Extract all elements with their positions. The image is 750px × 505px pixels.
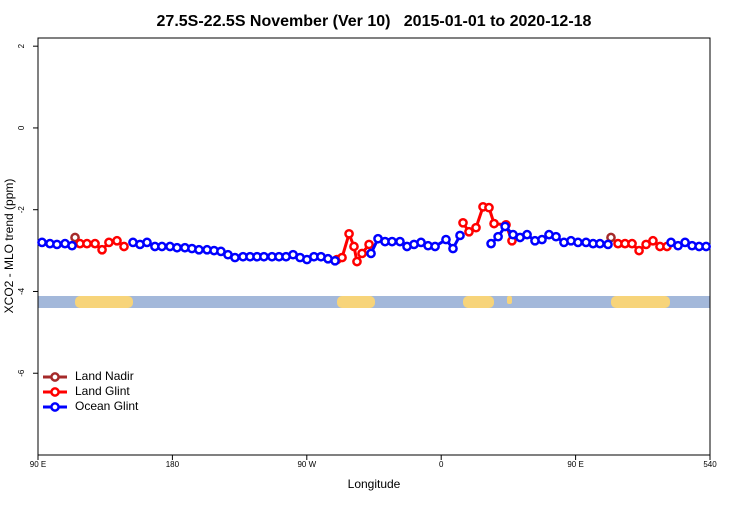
data-point bbox=[641, 239, 651, 250]
data-point bbox=[493, 231, 503, 242]
data-point bbox=[484, 202, 494, 213]
data-point bbox=[112, 235, 122, 246]
legend-label: Land Nadir bbox=[75, 369, 134, 383]
data-point bbox=[627, 238, 637, 249]
data-point bbox=[648, 235, 658, 246]
data-point bbox=[104, 237, 114, 248]
y-tick-label: 2 bbox=[17, 43, 26, 48]
data-point bbox=[387, 236, 397, 247]
legend-marker bbox=[50, 372, 60, 382]
x-tick-label: 90 E bbox=[567, 460, 583, 469]
surface-strip bbox=[38, 296, 710, 308]
data-point bbox=[344, 228, 354, 239]
data-point bbox=[471, 222, 481, 233]
x-tick-label: 90 W bbox=[297, 460, 316, 469]
data-point bbox=[330, 255, 340, 266]
x-axis-label: Longitude bbox=[348, 477, 401, 491]
data-point bbox=[357, 248, 367, 259]
data-point bbox=[97, 244, 107, 255]
data-point bbox=[595, 238, 605, 249]
y-tick-label: -4 bbox=[17, 287, 26, 295]
y-tick-label: -6 bbox=[17, 369, 26, 377]
data-point bbox=[455, 230, 465, 241]
data-point bbox=[259, 251, 269, 262]
data-point bbox=[464, 226, 474, 237]
data-point bbox=[70, 232, 80, 243]
data-point bbox=[67, 240, 77, 251]
data-point bbox=[634, 245, 644, 256]
data-point bbox=[194, 244, 204, 255]
data-point bbox=[395, 236, 405, 247]
chart-title: 27.5S-22.5S November (Ver 10) 2015-01-01… bbox=[157, 13, 592, 30]
data-point bbox=[366, 248, 376, 259]
data-point bbox=[573, 237, 583, 248]
data-point bbox=[52, 239, 62, 250]
data-point bbox=[172, 242, 182, 253]
x-tick-label: 180 bbox=[166, 460, 180, 469]
data-point bbox=[537, 234, 547, 245]
data-point bbox=[90, 238, 100, 249]
data-point bbox=[551, 231, 561, 242]
data-point bbox=[430, 241, 440, 252]
x-tick-label: 0 bbox=[439, 460, 444, 469]
data-point bbox=[486, 238, 496, 249]
x-tick-label: 90 E bbox=[30, 460, 46, 469]
data-point bbox=[522, 229, 532, 240]
data-point bbox=[441, 234, 451, 245]
data-point bbox=[352, 256, 362, 267]
y-axis-label: XCO2 - MLO trend (ppm) bbox=[2, 179, 16, 314]
data-point bbox=[349, 241, 359, 252]
data-point bbox=[500, 221, 510, 232]
legend-marker bbox=[50, 402, 60, 412]
data-point bbox=[37, 237, 47, 248]
data-point bbox=[701, 241, 711, 252]
data-point bbox=[448, 243, 458, 254]
data-point bbox=[230, 252, 240, 263]
data-point bbox=[603, 239, 613, 250]
legend-label: Ocean Glint bbox=[75, 399, 139, 413]
data-point bbox=[157, 241, 167, 252]
x-tick-label: 540 bbox=[703, 460, 717, 469]
data-point bbox=[364, 239, 374, 250]
y-tick-label: 0 bbox=[17, 125, 26, 130]
y-tick-label: -2 bbox=[17, 206, 26, 214]
data-point bbox=[489, 218, 499, 229]
data-point bbox=[142, 237, 152, 248]
data-point bbox=[82, 238, 92, 249]
data-point bbox=[119, 241, 129, 252]
legend-marker bbox=[50, 387, 60, 397]
data-point bbox=[458, 217, 468, 228]
legend-label: Land Glint bbox=[75, 384, 130, 398]
